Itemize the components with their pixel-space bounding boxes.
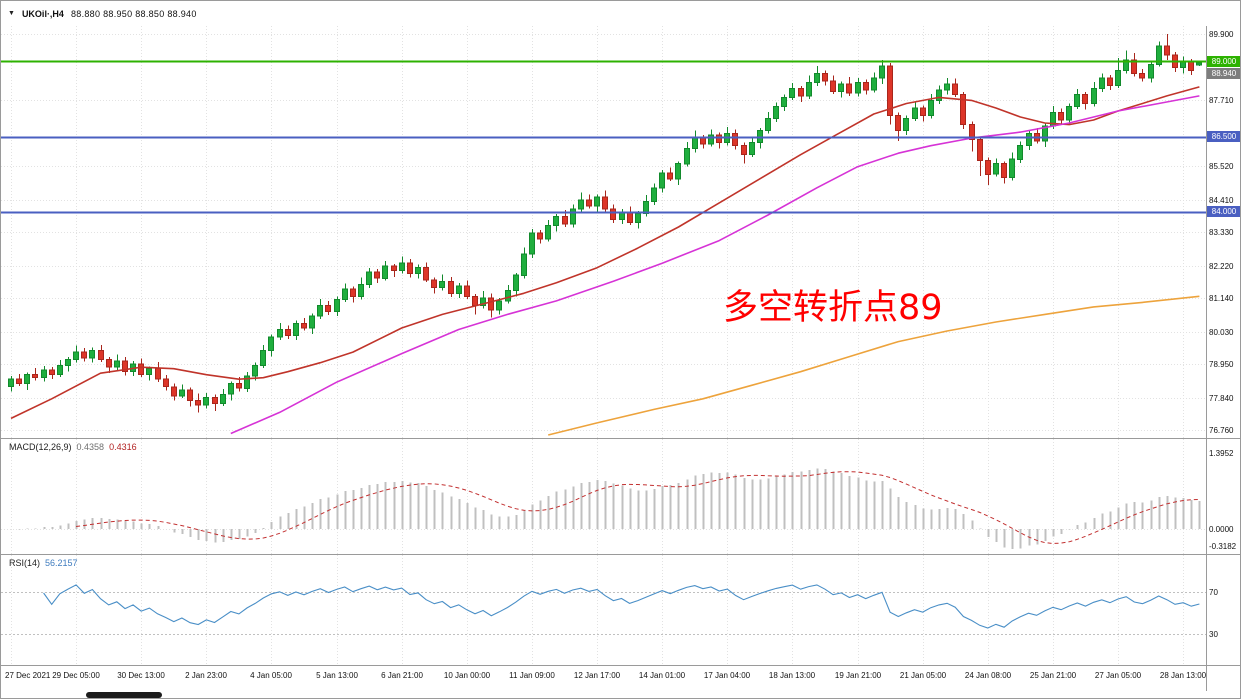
- axis-separator: [1, 665, 1240, 666]
- price-tick: 77.840: [1209, 393, 1234, 403]
- price-tick: 80.030: [1209, 327, 1234, 337]
- macd-panel[interactable]: [1, 439, 1206, 554]
- price-tick: 76.760: [1209, 426, 1234, 436]
- time-label: 11 Jan 09:00: [509, 671, 555, 680]
- time-label: 2 Jan 23:00: [185, 671, 227, 680]
- symbol-timeframe-label: UKOil·,H4: [21, 8, 64, 19]
- macd-signal-line: [76, 471, 1200, 545]
- price-tick: 87.710: [1209, 96, 1234, 106]
- time-label: 27 Dec 2021: [5, 671, 51, 680]
- main-chart-panel[interactable]: [1, 26, 1206, 438]
- rsi-tick: 30: [1209, 629, 1218, 639]
- chart-annotation: 多空转折点89: [723, 288, 943, 328]
- macd-signal-value: 0.4316: [109, 442, 137, 452]
- macd-tick: -0.3182: [1209, 541, 1237, 551]
- time-axis[interactable]: 27 Dec 2021 29 Dec 05:00 30 Dec 13:00 2 Jan…: [1, 666, 1240, 691]
- ma-fast-red: [10, 86, 1200, 420]
- macd-main-value: 0.4358: [76, 442, 105, 452]
- macd-histogram: [18, 468, 1201, 550]
- time-label: 4 Jan 05:00: [250, 671, 292, 680]
- price-tick: 78.950: [1209, 360, 1234, 370]
- rsi-line: [43, 584, 1200, 629]
- rsi-panel[interactable]: [1, 555, 1206, 665]
- time-label: 29 Dec 05:00: [52, 671, 100, 680]
- price-tag-89.000: 89.000: [1206, 55, 1240, 67]
- macd-indicator-label: MACD(12,26,9) 0.4358 0.4316: [9, 442, 137, 452]
- price-tick: 84.410: [1209, 195, 1234, 205]
- rsi-value: 56.2157: [45, 558, 78, 568]
- price-tick: 85.520: [1209, 162, 1234, 172]
- ma-mid-magenta: [230, 95, 1200, 435]
- price-tick: 83.330: [1209, 228, 1234, 238]
- price-tick: 81.140: [1209, 294, 1234, 304]
- grid: [1, 26, 1206, 438]
- macd-axis: 1.3952 0.0000 -0.3182: [1206, 439, 1240, 554]
- rsi-name: RSI(14): [9, 558, 41, 568]
- time-label: 14 Jan 01:00: [638, 671, 686, 680]
- price-axis[interactable]: 89.900 87.710 85.520 84.410 83.330 82.220 81.1…: [1206, 26, 1240, 438]
- time-label: 10 Jan 00:00: [443, 671, 491, 680]
- time-label: 17 Jan 04:00: [703, 671, 751, 680]
- time-label: 30 Dec 13:00: [117, 671, 165, 680]
- macd-tick: 1.3952: [1209, 449, 1234, 459]
- time-label: 19 Jan 21:00: [834, 671, 882, 680]
- candles: [8, 34, 1202, 413]
- grid: [1, 439, 1206, 554]
- rsi-axis: 70 30: [1206, 555, 1240, 665]
- macd-name: MACD(12,26,9): [9, 442, 72, 452]
- panel-separator[interactable]: [1, 554, 1240, 555]
- price-tick: 89.900: [1209, 30, 1234, 40]
- bottom-strip: [1, 691, 1240, 698]
- time-label: 12 Jan 17:00: [573, 671, 621, 680]
- grid: [11, 555, 1184, 665]
- panel-separator[interactable]: [1, 438, 1240, 439]
- chart-title-bar: ▼ UKOil·,H4 88.880 88.950 88.850 88.940: [1, 1, 1240, 26]
- price-tick: 82.220: [1209, 261, 1234, 271]
- price-tag-88.940: 88.940: [1206, 67, 1240, 79]
- time-label: 27 Jan 05:00: [1094, 671, 1142, 680]
- price-tag-84.000: 84.000: [1206, 206, 1240, 218]
- time-label: 5 Jan 13:00: [316, 671, 358, 680]
- bottom-scrollbar-thumb[interactable]: [86, 692, 162, 698]
- rsi-indicator-label: RSI(14) 56.2157: [9, 558, 78, 568]
- time-label: 21 Jan 05:00: [899, 671, 947, 680]
- time-label: 25 Jan 21:00: [1029, 671, 1077, 680]
- ohlc-values: 88.880 88.950 88.850 88.940: [70, 8, 197, 19]
- price-tag-86.500: 86.500: [1206, 131, 1240, 143]
- macd-tick: 0.0000: [1209, 524, 1234, 534]
- rsi-tick: 70: [1209, 587, 1218, 597]
- time-label: 24 Jan 08:00: [964, 671, 1012, 680]
- time-label: 28 Jan 13:00: [1159, 671, 1207, 680]
- ma-slow-orange: [548, 295, 1200, 436]
- time-label: 18 Jan 13:00: [768, 671, 816, 680]
- symbol-dropdown-icon[interactable]: ▼: [8, 10, 15, 17]
- time-label: 6 Jan 21:00: [381, 671, 423, 680]
- price-axis-separator: [1206, 26, 1207, 691]
